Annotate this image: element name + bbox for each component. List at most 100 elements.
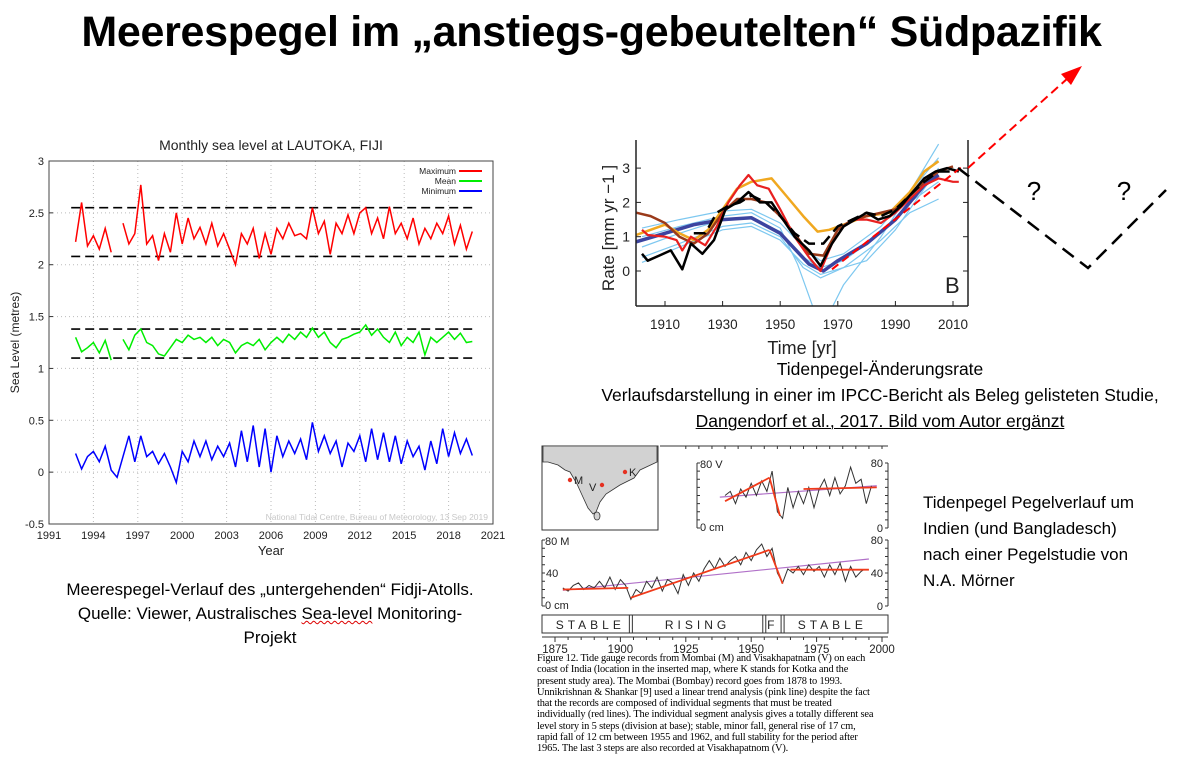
y-tick-label: 0 — [622, 263, 630, 279]
y-tick-label: 2 — [38, 260, 44, 272]
series-black-dashed-line — [693, 170, 953, 245]
caption-line: coast of India (location in the inserted… — [537, 664, 849, 676]
year-tick-label: 1875 — [542, 644, 568, 656]
y-tick-label: 3 — [38, 156, 44, 168]
period-label: RISING — [665, 618, 730, 632]
y-tick-label: 2.5 — [29, 208, 44, 220]
plot-lines — [636, 143, 966, 306]
author-annotation: ?? — [957, 66, 1167, 270]
x-tick-label: 1910 — [650, 317, 680, 332]
legend-label: Minimum — [422, 186, 456, 196]
y-tick-label: 1 — [38, 363, 44, 375]
caption-line: Indien (und Bangladesch) — [923, 519, 1117, 538]
caption-line: Verlaufsdarstellung in einer im IPCC-Ber… — [601, 385, 1159, 405]
year-tick-label: 1975 — [804, 644, 830, 656]
x-tick-label: 2010 — [938, 317, 968, 332]
arrow-head-icon — [1061, 66, 1082, 85]
panel-label: 80 V — [700, 459, 723, 471]
lautoka-caption: Meerespegel-Verlauf des „untergehenden“ … — [0, 578, 540, 650]
caption-line: individually (red lines). The individual… — [537, 709, 874, 721]
india-map-shape — [542, 445, 658, 515]
black-dashed-scenario-line — [957, 167, 1167, 270]
caption-line: level story in 5 steps (division at base… — [537, 720, 856, 732]
x-tick-label: 2021 — [481, 530, 505, 542]
red-dashed-arrow-line — [967, 77, 1069, 169]
year-tick-label: 2000 — [869, 644, 895, 656]
x-tick-label: 1991 — [37, 530, 61, 542]
caption-line: Quelle: Viewer, Australisches Sea-level … — [0, 602, 540, 626]
period-label: F — [767, 618, 774, 632]
tide-gauge-line — [562, 543, 864, 601]
rate-caption: Tidenpegel-Änderungsrate Verlaufsdarstel… — [560, 356, 1183, 434]
panel-label: 80 M — [545, 536, 569, 548]
moerner-caption: Tidenpegel Pegelverlauf um Indien (und B… — [923, 490, 1134, 594]
x-tick-label: 1994 — [81, 530, 105, 542]
segment-trend-line — [724, 476, 770, 502]
caption-line: present study area). The Mombai (Bombay)… — [537, 675, 843, 687]
caption-text: Sea-level — [301, 604, 373, 623]
y-tick-label: -0.5 — [25, 519, 44, 531]
y-bottom-label: 0 cm — [545, 600, 569, 612]
caption-text: Quelle: Viewer, Australisches — [77, 604, 302, 623]
y-tick-label: 1 — [622, 229, 630, 245]
segment-trend-line — [768, 477, 781, 517]
x-tick-label: 1950 — [765, 317, 795, 332]
legend-label: Mean — [435, 176, 457, 186]
caption-line: that the records are composed of individ… — [537, 698, 832, 710]
caption-line: Meerespegel-Verlauf des „untergehenden“ … — [66, 580, 474, 599]
x-tick-label: 2012 — [348, 530, 372, 542]
period-label: STABLE — [798, 618, 867, 632]
year-tick-label: 1900 — [608, 644, 634, 656]
segment-trend-line — [562, 586, 629, 591]
x-tick-label: 2018 — [436, 530, 460, 542]
caption-line: nach einer Pegelstudie von — [923, 545, 1129, 564]
y-bottom-label: 0 cm — [700, 522, 724, 534]
caption-line: Figure 12. Tide gauge records from Momba… — [537, 653, 866, 664]
series-light-blue-5-line — [641, 167, 940, 275]
period-label: STABLE — [556, 618, 625, 632]
caption-line: rapid fall of 12 cm between 1955 and 196… — [537, 732, 858, 744]
segment-trend-line — [803, 486, 877, 490]
x-tick-label: 2015 — [392, 530, 416, 542]
map-location-dot — [567, 477, 573, 483]
x-tick-label: 1990 — [880, 317, 910, 332]
panel-label: B — [945, 273, 960, 298]
author-trend-line — [831, 163, 966, 271]
segment-trend-line — [630, 549, 770, 599]
y-axis-label: Sea Level (metres) — [8, 292, 22, 393]
source-note: National Tidal Centre, Bureau of Meteoro… — [266, 512, 489, 522]
x-tick-label: 1970 — [823, 317, 853, 332]
year-tick-label: 1950 — [738, 644, 764, 656]
map-label: K — [629, 467, 637, 479]
x-tick-label: 2006 — [259, 530, 283, 542]
series-mean-line — [74, 323, 473, 361]
plot-frame — [48, 160, 494, 525]
map-location-dot — [622, 469, 628, 475]
y-axis-label: Rate [mm yr −1 ] — [599, 165, 618, 291]
figure-12-caption: Figure 12. Tide gauge records from Momba… — [537, 653, 873, 755]
series-black-line — [641, 166, 960, 271]
panel-M: 80 M 0 cm 40 80 40 0 — [541, 535, 889, 613]
series-minimum-line — [74, 422, 474, 486]
y-tick-label: 0 — [38, 467, 44, 479]
x-tick-label: 2003 — [214, 530, 238, 542]
caption-line: Tidenpegel-Änderungsrate — [776, 359, 984, 379]
sri-lanka-shape — [593, 511, 601, 521]
x-tick-label: 1930 — [708, 317, 738, 332]
caption-line: N.A. Mörner — [923, 571, 1015, 590]
period-bar — [541, 614, 889, 634]
tide-gauge-line — [724, 465, 872, 520]
map-label: M — [574, 475, 583, 487]
series-maximum-line — [74, 184, 474, 268]
caption-line: Dangendorf et al., 2017. Bild vom Autor … — [695, 411, 1065, 431]
map-location-dot — [599, 482, 605, 488]
right-tick-label: 0 — [877, 523, 883, 535]
y-tick-label: 1.5 — [29, 312, 44, 324]
legend-label: Maximum — [419, 166, 456, 176]
panel-V: 80 V 0 cm 80 0 — [696, 458, 889, 535]
right-tick-label: 80 — [871, 458, 883, 470]
right-tick-label: 40 — [871, 568, 883, 580]
caption-text: Monitoring- — [372, 604, 463, 623]
lautoka-chart: Monthly sea level at LAUTOKA, FIJI -0.5 0 0… — [8, 137, 505, 558]
